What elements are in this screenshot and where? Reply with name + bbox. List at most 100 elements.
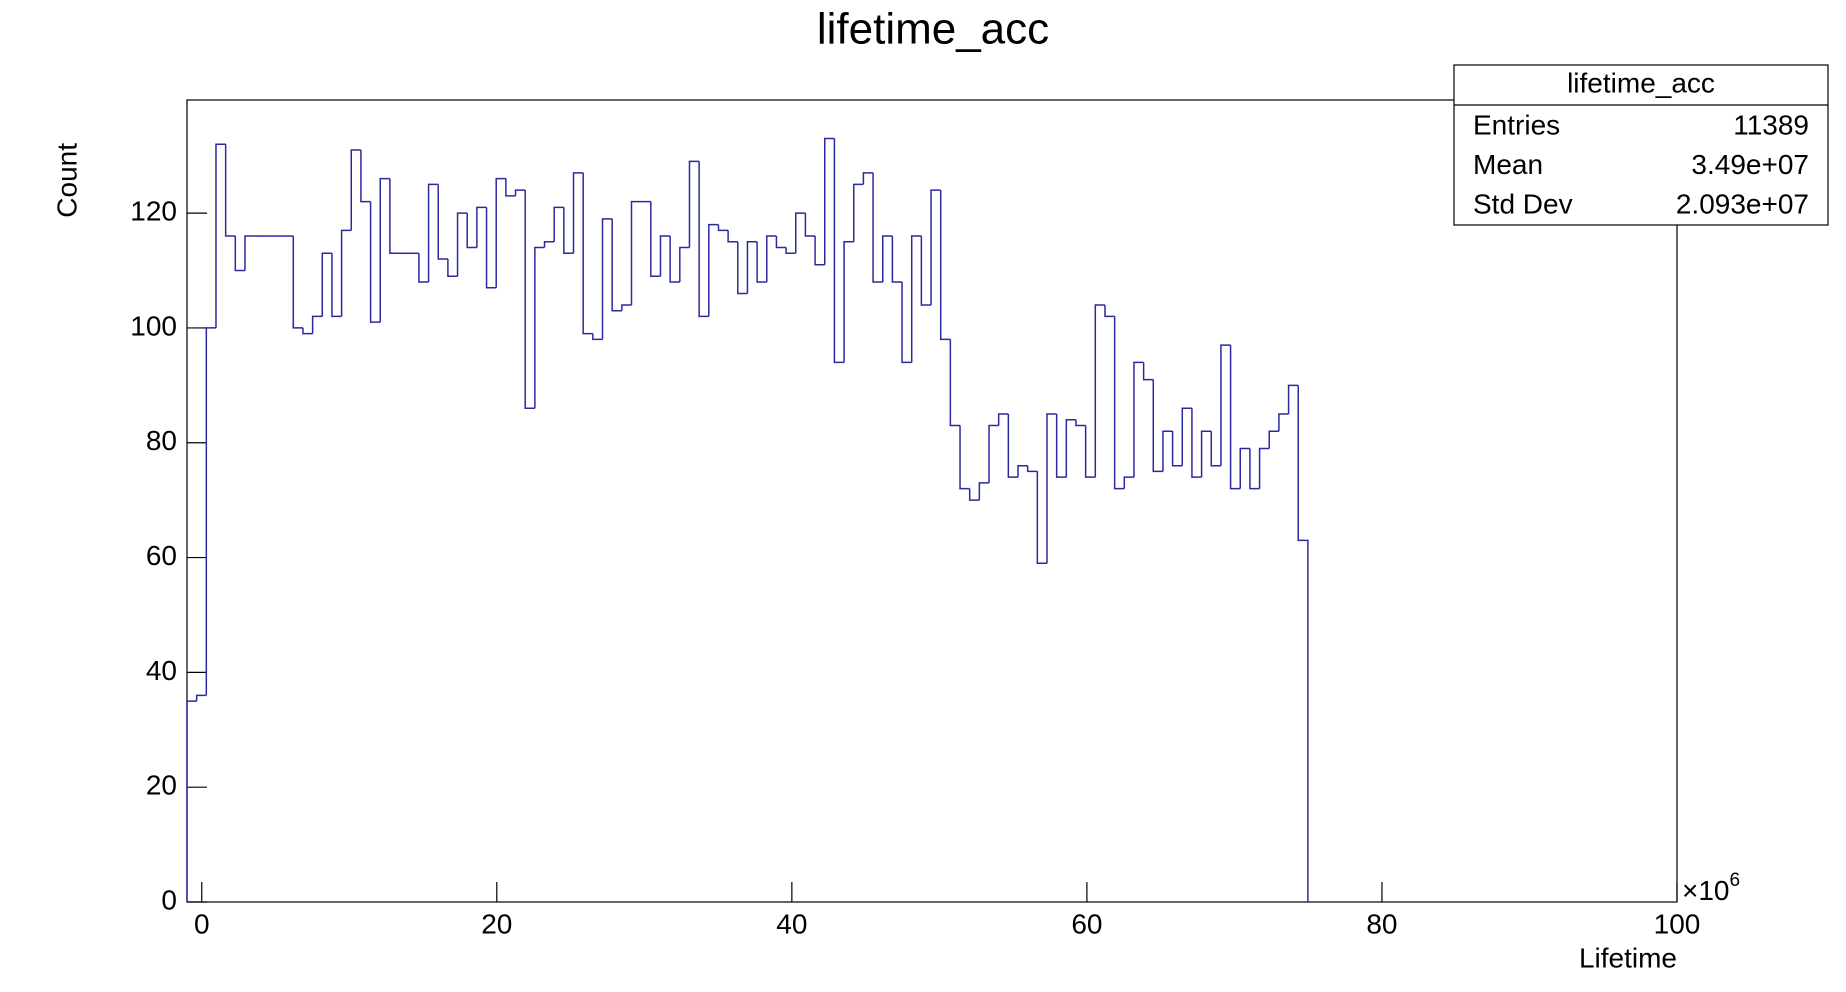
- y-tick-label: 120: [130, 195, 177, 226]
- histogram-bin: [369, 201, 381, 323]
- histogram-bin: [215, 143, 226, 328]
- histogram-bin: [205, 327, 216, 696]
- chart-title: lifetime_acc: [817, 5, 1049, 54]
- histogram-bin: [292, 236, 303, 329]
- stats-value: 2.093e+07: [1676, 188, 1809, 219]
- x-tick-label: 20: [481, 908, 512, 939]
- histogram-bin: [737, 241, 748, 295]
- histogram-bin: [978, 482, 990, 501]
- histogram-bin: [852, 183, 864, 242]
- x-tick-label: 60: [1071, 908, 1102, 939]
- histogram-bin: [659, 235, 671, 277]
- y-tick-label: 80: [146, 425, 177, 456]
- histogram-bin: [1249, 448, 1260, 490]
- histogram-bin: [389, 178, 400, 255]
- stats-label: Std Dev: [1473, 188, 1573, 219]
- histogram-bin: [186, 700, 197, 902]
- histogram-bin: [321, 252, 332, 317]
- histogram-bin: [1220, 344, 1231, 466]
- histogram-bin: [360, 149, 371, 203]
- histogram-bin: [1055, 414, 1067, 478]
- histogram-bin: [1278, 413, 1289, 432]
- histogram-bin: [350, 149, 361, 231]
- histogram-bin: [611, 218, 622, 312]
- stats-value: 3.49e+07: [1691, 149, 1809, 180]
- histogram-bin: [1181, 407, 1192, 466]
- histogram-bin: [650, 201, 661, 277]
- histogram-bin: [959, 425, 970, 490]
- histogram-bin: [872, 172, 883, 283]
- histogram-bin: [1258, 447, 1270, 489]
- histogram-bin: [514, 189, 526, 196]
- histogram-bin: [910, 235, 922, 363]
- histogram-bin: [534, 246, 545, 409]
- x-tick-label: 40: [776, 908, 807, 939]
- histogram-bin: [1171, 431, 1183, 467]
- x-tick-label: 100: [1654, 908, 1701, 939]
- histogram-bin: [1026, 465, 1038, 473]
- x-tick-label: 80: [1366, 908, 1397, 939]
- y-tick-label: 100: [130, 310, 177, 341]
- histogram-bin: [466, 213, 477, 249]
- histogram-bin: [930, 189, 941, 305]
- histogram-bin: [920, 236, 932, 306]
- histogram-bin: [1007, 414, 1019, 478]
- histogram-bin: [1210, 431, 1221, 467]
- histogram-bin: [679, 246, 690, 282]
- stats-label: Mean: [1473, 149, 1543, 180]
- histogram-bin: [727, 230, 738, 243]
- histogram-bin: [234, 236, 245, 272]
- histogram-bin: [988, 424, 999, 483]
- histogram-bin: [311, 315, 323, 334]
- histogram-bin: [505, 178, 516, 197]
- histogram-bin: [563, 207, 574, 255]
- histogram-bin: [939, 190, 951, 341]
- histogram-bin: [582, 172, 593, 335]
- stats-box: lifetime_acc Entries 11389 Mean 3.49e+07 Std…: [1453, 64, 1829, 226]
- histogram-bin: [495, 177, 506, 288]
- histogram-bin: [795, 212, 806, 254]
- histogram-bin: [418, 253, 429, 283]
- histogram-bin: [997, 413, 1009, 426]
- histogram-bin: [669, 236, 680, 283]
- histogram-bin: [437, 184, 448, 260]
- histogram-bin: [524, 190, 535, 410]
- histogram-bin: [1065, 419, 1076, 478]
- histogram-bin: [1084, 425, 1096, 478]
- histogram-bin: [543, 241, 555, 248]
- histogram-bin: [244, 235, 255, 271]
- histogram-bin: [766, 235, 777, 282]
- histogram-bin: [968, 488, 980, 501]
- histogram-bin: [427, 183, 439, 282]
- histogram-bin: [891, 236, 903, 283]
- histogram-bin: [824, 137, 835, 265]
- histogram-bin: [476, 206, 487, 248]
- histogram-bin: [340, 229, 352, 317]
- histogram-bin: [1036, 471, 1047, 565]
- histogram-bin: [1200, 430, 1212, 478]
- stats-title: lifetime_acc: [1567, 67, 1715, 98]
- histogram-bin: [949, 339, 961, 427]
- histogram-bin: [901, 281, 912, 364]
- y-tick-label: 20: [146, 770, 177, 801]
- histogram-bin: [717, 224, 729, 232]
- stats-label: Entries: [1473, 109, 1560, 140]
- y-axis-title: Count: [51, 143, 82, 218]
- x-multiplier-exp: 6: [1730, 870, 1741, 891]
- histogram-bin: [485, 207, 497, 289]
- histogram-bin: [447, 259, 458, 277]
- histogram-bin: [1123, 476, 1134, 489]
- y-tick-label: 60: [146, 540, 177, 571]
- x-axis-title: Lifetime: [1579, 942, 1677, 973]
- histogram-bin: [756, 241, 767, 283]
- histogram-bin: [1191, 408, 1202, 478]
- histogram-bin: [379, 177, 390, 323]
- histogram-bin: [698, 161, 709, 318]
- histogram-bin: [621, 304, 632, 311]
- x-tick-label: 0: [194, 908, 210, 939]
- histogram-bin: [553, 206, 564, 242]
- histogram-bin: [1075, 419, 1086, 427]
- histogram-bin: [592, 333, 603, 341]
- histogram-bin: [1017, 464, 1028, 478]
